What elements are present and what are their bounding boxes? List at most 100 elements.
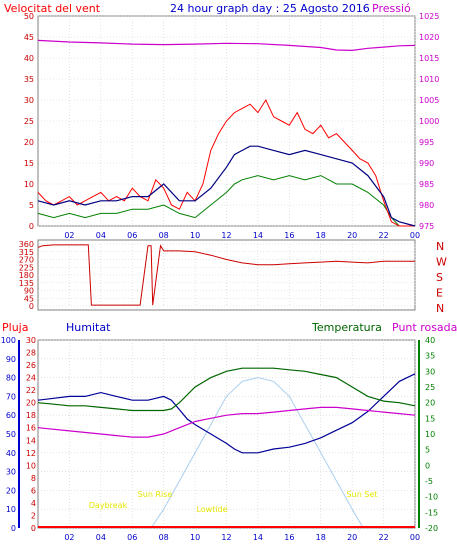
- wind-series: [37, 39, 416, 227]
- humidity-tick-label: 70: [6, 392, 16, 401]
- rain-tick-label: 4: [31, 499, 36, 508]
- wind-speed-line: [37, 98, 415, 227]
- temp-tick-label: 5: [425, 446, 430, 455]
- humidity-tick-label: 20: [6, 486, 16, 495]
- wind-tick-label: 35: [24, 75, 34, 84]
- x-tick-label: 10: [190, 533, 200, 542]
- x-tick-label: 04: [96, 231, 106, 240]
- rain-tick-label: 30: [26, 336, 36, 345]
- direction-tick-label: 225: [19, 263, 34, 272]
- temp-tick-label: 15: [425, 414, 435, 423]
- humidity-tick-label: 50: [6, 430, 16, 439]
- lowtide-label: Lowtide: [196, 505, 227, 514]
- direction-tick-label: 270: [19, 256, 34, 265]
- rain-tick-label: 12: [26, 449, 36, 458]
- temp-tick-label: 20: [425, 399, 435, 408]
- compass-label: W: [436, 256, 447, 269]
- temp-panel-axes: 0102030405060708090100024681012141618202…: [1, 336, 438, 533]
- solar-radiation-curve: [150, 377, 364, 529]
- pressure-tick-label: 1020: [419, 33, 439, 42]
- temp-tick-label: -15: [425, 508, 438, 517]
- temp-panel-grid: [38, 339, 416, 529]
- x-tick-label: 16: [284, 533, 294, 542]
- direction-tick-label: 0: [29, 302, 34, 311]
- x-tick-label: 16: [284, 231, 294, 240]
- dewpoint-label: Punt rosada: [392, 321, 457, 334]
- temp-tick-label: 40: [425, 336, 435, 345]
- sunset-label: Sun Set: [347, 490, 378, 499]
- wind-minimum-line: [37, 175, 415, 227]
- pressure-tick-label: 1010: [419, 75, 439, 84]
- humidity-tick-label: 0: [11, 524, 16, 533]
- wind-tick-label: 40: [24, 54, 34, 63]
- x-tick-label: 18: [316, 231, 326, 240]
- wind-tick-label: 30: [24, 96, 34, 105]
- wind-tick-label: 20: [24, 138, 34, 147]
- rain-tick-label: 0: [31, 524, 36, 533]
- temp-tick-label: -10: [425, 493, 438, 502]
- humidity-tick-label: 60: [6, 411, 16, 420]
- graph-day-title: 24 hour graph day : 25 Agosto 2016: [170, 2, 370, 15]
- compass-label: S: [436, 271, 443, 284]
- pressure-line: [37, 39, 416, 52]
- pressure-tick-label: 975: [419, 222, 434, 231]
- rain-tick-label: 18: [26, 411, 36, 420]
- direction-tick-label: 360: [19, 240, 34, 249]
- daybreak-label: Daybreak: [89, 501, 128, 510]
- pressure-title: Pressió: [372, 2, 411, 15]
- direction-tick-label: 90: [24, 287, 34, 296]
- x-tick-label: 14: [253, 533, 263, 542]
- wind-tick-label: 50: [24, 12, 34, 21]
- compass-label: N: [436, 302, 444, 315]
- humidity-tick-label: 100: [1, 336, 16, 345]
- rain-tick-label: 22: [26, 386, 36, 395]
- x-tick-label: 08: [159, 231, 169, 240]
- x-tick-label: 12: [221, 231, 231, 240]
- wind-tick-label: 45: [24, 33, 34, 42]
- rain-tick-label: 26: [26, 361, 36, 370]
- temperature-label: Temperatura: [311, 321, 382, 334]
- temp-tick-label: 25: [425, 383, 435, 392]
- rain-tick-label: 28: [26, 349, 36, 358]
- x-tick-label: 04: [96, 533, 106, 542]
- pressure-tick-label: 1015: [419, 54, 439, 63]
- x-tick-label: 22: [378, 231, 388, 240]
- x-tick-label: 00: [410, 231, 420, 240]
- pressure-tick-label: 990: [419, 159, 434, 168]
- wind-tick-label: 25: [24, 117, 34, 126]
- x-tick-label: 06: [127, 231, 137, 240]
- humidity-tick-label: 90: [6, 355, 16, 364]
- pressure-tick-label: 1000: [419, 117, 439, 126]
- x-tick-label: 06: [127, 533, 137, 542]
- humidity-label: Humitat: [66, 321, 111, 334]
- rain-tick-label: 8: [31, 474, 36, 483]
- humidity-tick-label: 10: [6, 505, 16, 514]
- temp-tick-label: 35: [425, 352, 435, 361]
- rain-tick-label: 16: [26, 424, 36, 433]
- direction-line: [37, 244, 415, 306]
- x-tick-label: 08: [159, 533, 169, 542]
- pressure-tick-label: 1025: [419, 12, 439, 21]
- wind-tick-label: 10: [24, 180, 34, 189]
- humidity-line: [37, 373, 416, 454]
- humidity-tick-label: 40: [6, 449, 16, 458]
- wind-tick-label: 5: [29, 201, 34, 210]
- wind-average-line: [37, 145, 416, 227]
- wind-x-axis: 02 04 06 08 10 12 14 16 18 20 22 00: [64, 231, 420, 240]
- wind-pressure-panel: Velocitat del vent 24 hour graph day : 2…: [4, 2, 439, 240]
- humidity-tick-label: 30: [6, 468, 16, 477]
- sunrise-label: Sun Rise: [138, 490, 173, 499]
- pressure-axis: 975 980 985 990 995 1000 1005 1010 1015 1020 1025: [419, 12, 439, 231]
- wind-speed-axis: 0 5 10 15 20 25 30 35 40 45 50: [24, 12, 34, 231]
- rain-tick-label: 14: [26, 436, 36, 445]
- temp-tick-label: 10: [425, 430, 435, 439]
- temp-tick-label: 30: [425, 367, 435, 376]
- x-tick-label: 12: [221, 533, 231, 542]
- direction-tick-label: 180: [19, 271, 34, 280]
- temp-series: [37, 367, 416, 529]
